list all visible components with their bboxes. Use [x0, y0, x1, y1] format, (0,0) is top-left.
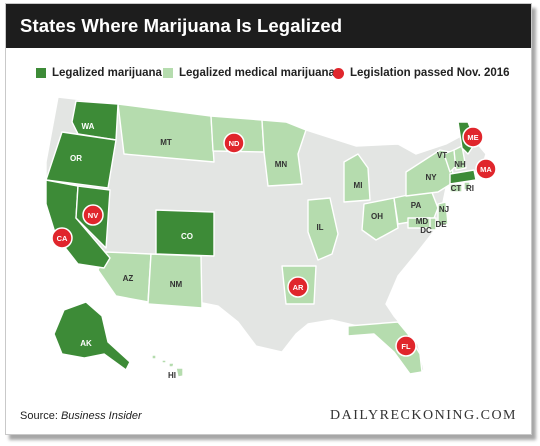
- legend-item-medical: Legalized medical marijuana: [163, 67, 335, 79]
- marker-label-MA: MA: [480, 165, 492, 174]
- label-MD: MD: [416, 217, 429, 226]
- source-name: Business Insider: [60, 410, 142, 422]
- state-HI-4: [175, 367, 184, 378]
- marker-label-NV: NV: [88, 211, 98, 220]
- label-MT: MT: [160, 138, 172, 147]
- label-HI: HI: [168, 371, 176, 380]
- marker-label-FL: FL: [401, 342, 411, 351]
- label-OR: OR: [70, 154, 82, 163]
- state-CO: [155, 209, 215, 257]
- label-DC: DC: [420, 226, 432, 235]
- state-MD: [407, 217, 431, 229]
- state-FL: [347, 321, 423, 375]
- label-NM: NM: [170, 280, 183, 289]
- legend-swatch-medical: [163, 68, 173, 78]
- state-MA: [449, 169, 477, 185]
- label-DE: DE: [435, 220, 447, 229]
- marker-NV: [82, 204, 104, 226]
- state-HI-2: [161, 359, 167, 364]
- state-IL: [307, 197, 339, 261]
- state-MN: [261, 119, 307, 187]
- label-CO: CO: [181, 232, 193, 241]
- marker-FL: [395, 335, 417, 357]
- infographic-frame: States Where Marijuana Is Legalized Lega…: [5, 3, 532, 435]
- marker-AR: [287, 276, 309, 298]
- marker-label-ND: ND: [229, 139, 240, 148]
- state-OH: [361, 197, 399, 241]
- state-OR: [45, 131, 117, 189]
- source-prefix: Source:: [20, 410, 61, 422]
- legend-dot-2016: [333, 67, 344, 79]
- label-CT: CT: [451, 184, 462, 193]
- brand-logo: DAILYRECKONING.COM: [330, 408, 517, 423]
- label-NH: NH: [454, 160, 466, 169]
- state-AK: [53, 301, 131, 371]
- marker-label-ME: ME: [467, 133, 478, 142]
- label-NY: NY: [425, 173, 437, 182]
- legend-label-2016: Legislation passed Nov. 2016: [350, 67, 510, 79]
- label-PA: PA: [411, 201, 422, 210]
- marker-CA: [51, 227, 73, 249]
- label-MI: MI: [354, 181, 363, 190]
- state-MT: [117, 103, 215, 163]
- marker-ME: [462, 126, 484, 148]
- source-credit: Source: Business Insider: [20, 410, 142, 422]
- us-map: WA OR CO AK MT MN MI NY VT NH IL OH PA N…: [45, 96, 497, 380]
- label-VT: VT: [437, 151, 447, 160]
- label-MN: MN: [275, 160, 288, 169]
- marker-label-AR: AR: [293, 283, 304, 292]
- state-RI: [463, 181, 471, 191]
- state-MI: [343, 153, 371, 203]
- marker-label-CA: CA: [57, 234, 68, 243]
- legend-swatch-recreational: [36, 68, 46, 78]
- state-CT: [449, 183, 463, 193]
- label-OH: OH: [371, 212, 383, 221]
- label-RI: RI: [466, 184, 474, 193]
- state-NJ: [437, 201, 449, 227]
- marker-ND: [223, 132, 245, 154]
- legend-label-recreational: Legalized marijuana: [52, 67, 162, 79]
- legend-item-2016: Legislation passed Nov. 2016: [333, 67, 510, 79]
- state-HI-3: [168, 362, 175, 368]
- label-IL: IL: [316, 223, 323, 232]
- label-NJ: NJ: [439, 205, 449, 214]
- state-HI-1: [151, 354, 157, 360]
- label-WA: WA: [82, 122, 95, 131]
- label-AK: AK: [80, 339, 92, 348]
- title-bar: States Where Marijuana Is Legalized: [6, 4, 531, 48]
- legend-item-recreational: Legalized marijuana: [36, 67, 162, 79]
- state-NH: [453, 145, 467, 171]
- page-title: States Where Marijuana Is Legalized: [20, 15, 343, 36]
- legend-label-medical: Legalized medical marijuana: [179, 67, 335, 79]
- marker-MA: [475, 158, 497, 180]
- label-AZ: AZ: [123, 274, 134, 283]
